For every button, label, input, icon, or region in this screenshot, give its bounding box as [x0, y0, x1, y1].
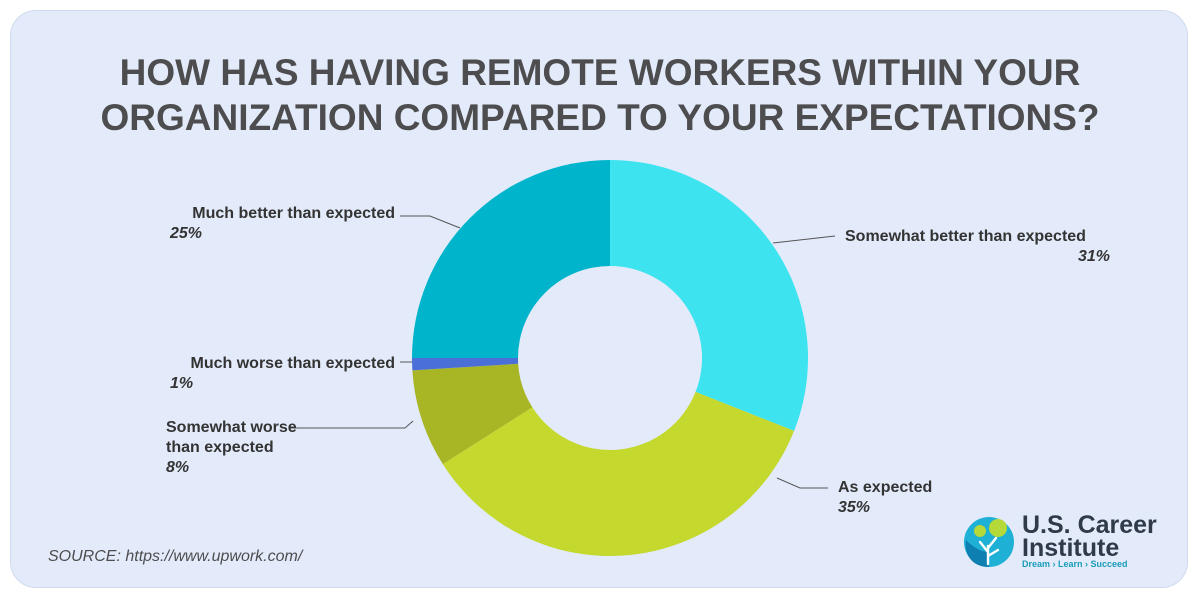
slice-label-as-expected: As expected — [838, 479, 932, 496]
slice-as-expected — [442, 391, 795, 557]
slice-somewhat-better-than-expected — [610, 160, 809, 431]
logo-line1: U.S. Career — [1022, 511, 1157, 539]
slice-somewhat-worse-than-expected — [412, 363, 533, 465]
logo-tagline: Dream › Learn › Succeed — [1022, 559, 1128, 569]
source-note: SOURCE: https://www.upwork.com/ — [48, 548, 303, 565]
logo: U.S. Career Institute Dream › Learn › Su… — [960, 512, 1180, 572]
slice-value-somewhat-worse-than-expected: 8% — [166, 459, 189, 476]
leader-line-somewhat-worse-than-expected — [291, 420, 414, 429]
logo-line2: Institute — [1022, 534, 1120, 562]
slice-label-somewhat-worse-than-expected-1: Somewhat worse — [166, 419, 297, 436]
leader-line-much-better-than-expected — [400, 215, 461, 229]
slice-label-much-worse-than-expected: Much worse than expected — [191, 355, 396, 372]
chart-title: HOW HAS HAVING REMOTE WORKERS WITHIN YOU… — [0, 50, 1200, 140]
slice-much-worse-than-expected — [412, 358, 519, 371]
slice-value-as-expected: 35% — [838, 499, 870, 516]
slice-label-somewhat-better-than-expected: Somewhat better than expected — [845, 228, 1086, 245]
slice-much-better-than-expected — [412, 160, 610, 358]
slice-label-somewhat-worse-than-expected-2: than expected — [166, 439, 274, 456]
chart-title-line2: ORGANIZATION COMPARED TO YOUR EXPECTATIO… — [100, 97, 1100, 138]
slice-value-much-better-than-expected: 25% — [169, 225, 202, 242]
leader-line-somewhat-better-than-expected — [772, 235, 836, 244]
slice-label-much-better-than-expected: Much better than expected — [192, 205, 395, 222]
chart-title-line1: HOW HAS HAVING REMOTE WORKERS WITHIN YOU… — [119, 52, 1081, 93]
slice-value-somewhat-better-than-expected: 31% — [1078, 248, 1110, 265]
leader-line-as-expected — [776, 477, 828, 489]
slice-value-much-worse-than-expected: 1% — [170, 375, 193, 392]
tree-logo-icon — [964, 517, 1014, 567]
